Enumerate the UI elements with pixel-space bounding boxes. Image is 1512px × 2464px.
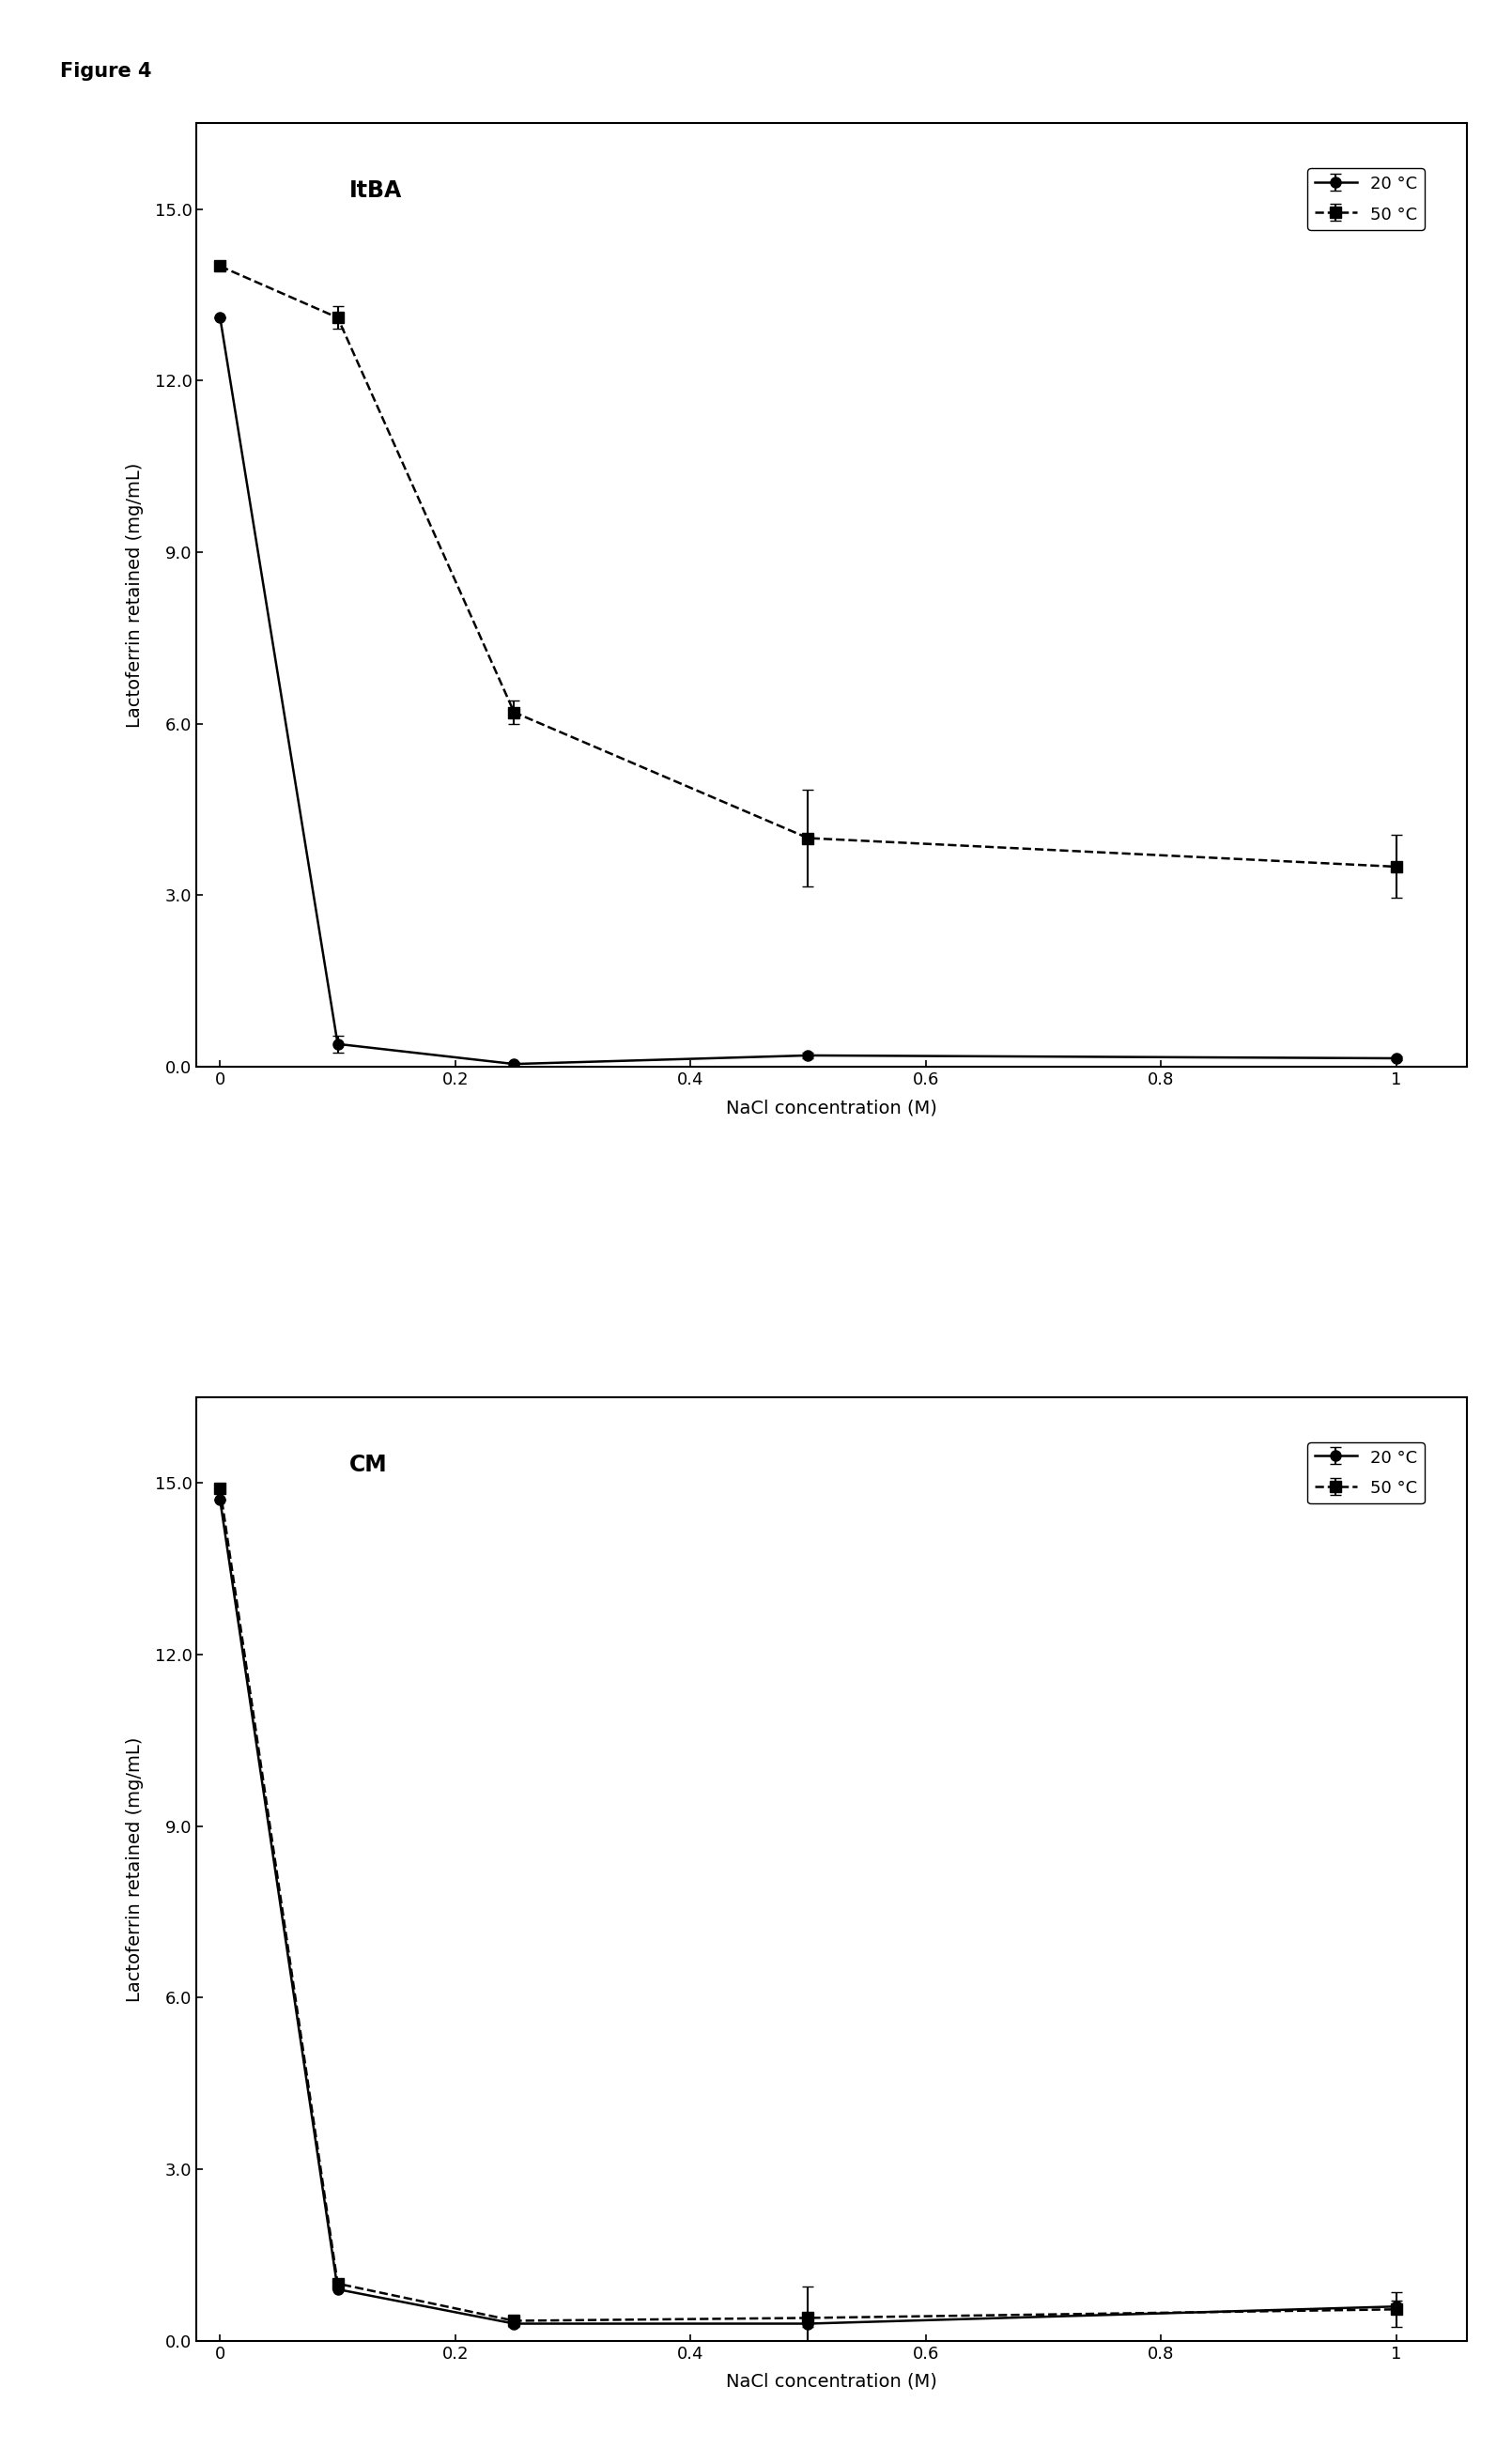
Text: ItBA: ItBA (349, 180, 402, 202)
Legend: 20 °C, 50 °C: 20 °C, 50 °C (1308, 1441, 1424, 1503)
Y-axis label: Lactoferrin retained (mg/mL): Lactoferrin retained (mg/mL) (127, 1737, 144, 2001)
X-axis label: NaCl concentration (M): NaCl concentration (M) (726, 1099, 937, 1116)
Text: CM: CM (349, 1454, 387, 1476)
Legend: 20 °C, 50 °C: 20 °C, 50 °C (1308, 168, 1424, 229)
Y-axis label: Lactoferrin retained (mg/mL): Lactoferrin retained (mg/mL) (127, 463, 144, 727)
Text: Figure 4: Figure 4 (60, 62, 153, 81)
X-axis label: NaCl concentration (M): NaCl concentration (M) (726, 2373, 937, 2390)
